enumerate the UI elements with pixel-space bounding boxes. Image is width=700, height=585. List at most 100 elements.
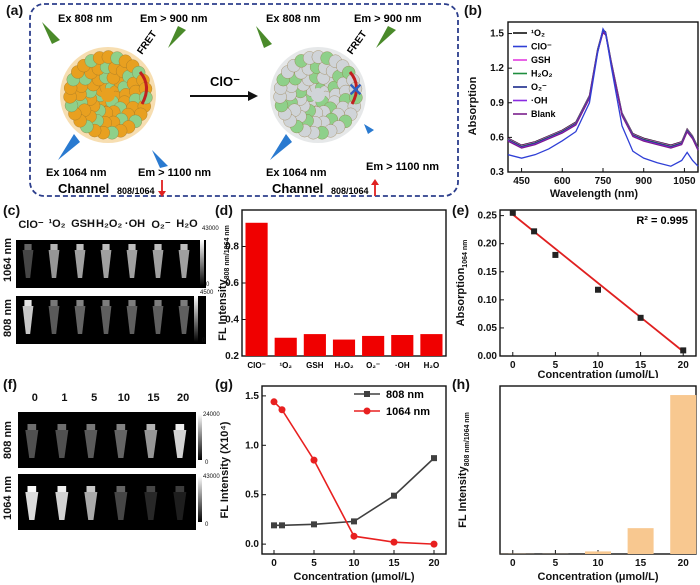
colorbar-1064-c-max: 43000	[202, 226, 219, 232]
legend-label: ClO⁻	[531, 42, 552, 52]
y-tick-label: 0.20	[478, 239, 498, 250]
y-tick-label: 0.10	[478, 295, 498, 306]
y-tick-label: 0.5	[245, 490, 259, 501]
data-point	[430, 540, 438, 548]
x-tick-label: 15	[635, 360, 647, 371]
imaging-col-label: ·OH	[124, 218, 146, 230]
x-tick-label: 5	[311, 558, 317, 569]
tube-image	[21, 486, 43, 524]
data-point	[552, 251, 559, 258]
bar	[245, 222, 268, 356]
tube-image	[123, 300, 141, 338]
y-tick-label: 0.25	[478, 211, 498, 222]
imaging-f: 0 1 5 10 15 20 808 nm 1064 nm 24000 0 43000 0	[0, 392, 220, 532]
y-tick-label: 0.3	[490, 167, 504, 178]
imaging-col-label: 1	[61, 392, 68, 404]
legend-label: Blank	[531, 109, 557, 119]
tube-image	[97, 300, 115, 338]
fret-arrow-right-icon	[348, 71, 358, 105]
x-tick-label: ClO⁻	[247, 361, 265, 370]
channel-sub-right: 808/1064	[331, 186, 369, 196]
data-point	[279, 522, 285, 529]
tube-image	[21, 424, 43, 462]
imaging-col-label: 10	[117, 392, 130, 404]
tube-image	[169, 486, 191, 524]
nanoparticle-left-icon	[60, 47, 156, 143]
imaging-c: ClO⁻ ¹O₂ GSH H₂O₂ ·OH O₂⁻ H₂O 1064 nm 808 nm 4…	[0, 218, 219, 348]
chart-e: 0 5 10 15 20 0.00 0.05 0.10 0.15 0.20 0.25 R² = 0.9…	[455, 209, 697, 378]
chart-g-ylabel: FL Intensity (X10⁴)	[219, 421, 231, 518]
chart-b-xlabel: Wavelength (nm)	[550, 188, 639, 200]
colorbar-808-f	[198, 414, 202, 460]
data-point	[531, 228, 538, 235]
data-point	[680, 347, 687, 354]
data-point	[390, 538, 398, 546]
chart-b-ylabel: Absorption	[467, 76, 479, 135]
panel-label-a: (a)	[6, 2, 24, 18]
legend-label: ·OH	[531, 96, 548, 106]
x-tick-label: ¹O₂	[279, 361, 292, 370]
y-tick-label: 1.0	[245, 440, 259, 451]
x-tick-label: 20	[678, 558, 690, 569]
particle-dot	[101, 88, 115, 102]
tube-image	[149, 244, 167, 282]
tube-image	[71, 300, 89, 338]
fret-left: FRET	[135, 29, 159, 57]
panel-label-b: (b)	[464, 2, 482, 18]
chart-h-ylabel: FL Intensity808 nm/1064 nm	[457, 412, 471, 528]
y-tick-label: 0.2	[225, 351, 239, 362]
tube-image	[45, 300, 63, 338]
beam-808-left-icon	[42, 22, 60, 44]
tube-image	[71, 244, 89, 282]
tube-image	[19, 244, 37, 282]
chart-g-xlabel: Concentration (μmol/L)	[294, 571, 415, 583]
tube-image	[80, 424, 102, 462]
tube-image	[51, 486, 73, 524]
bar	[585, 551, 611, 554]
x-tick-label: 10	[592, 360, 604, 371]
imaging-f-row-808: 808 nm	[2, 421, 14, 459]
em1100-right: Em > 1100 nm	[366, 161, 439, 173]
bar	[303, 334, 326, 356]
data-point	[278, 406, 286, 414]
axes-frame	[499, 385, 697, 555]
tube-image	[97, 244, 115, 282]
bar	[627, 528, 654, 554]
x-tick-label: 5	[553, 558, 559, 569]
fret-right: FRET	[345, 29, 369, 57]
em1100-left: Em > 1100 nm	[138, 167, 211, 179]
channel-right: Channel	[272, 181, 323, 196]
channel-left: Channel	[58, 181, 109, 196]
legend-label: 808 nm	[386, 389, 424, 401]
ex808-left: Ex 808 nm	[58, 13, 113, 25]
y-tick-label: 0.0	[245, 539, 259, 550]
x-tick-label: 15	[388, 558, 400, 569]
chart-e-xlabel: Concentration (μmol/L)	[538, 369, 659, 378]
x-tick-label: H₂O	[424, 361, 440, 370]
colorbar-1064-f-max: 43000	[203, 474, 220, 480]
x-tick-label: 20	[428, 558, 440, 569]
data-point	[271, 522, 277, 529]
chart-h-xlabel: Concentration (μmol/L)	[538, 571, 659, 583]
legend-label: 1064 nm	[386, 406, 430, 418]
data-point	[311, 521, 317, 528]
em900-right: Em > 900 nm	[354, 13, 422, 25]
beam-808-right-icon	[256, 26, 272, 48]
tube-image	[80, 486, 102, 524]
x-tick-label: O₂⁻	[366, 361, 380, 370]
colorbar-808-c	[194, 296, 198, 342]
y-tick-label: 1.5	[245, 391, 259, 402]
bar	[362, 335, 385, 356]
fit-line	[512, 213, 684, 353]
y-tick-label: 1.5	[490, 29, 504, 40]
y-tick-label: 0.00	[478, 351, 498, 362]
legend-marker	[363, 407, 371, 415]
panel-label-c: (c)	[3, 202, 21, 218]
legend-label: GSH	[531, 55, 551, 65]
imaging-col-label: ClO⁻	[18, 219, 44, 231]
colorbar-1064-f	[198, 476, 202, 522]
nanoparticle-right-icon: ✕	[270, 47, 366, 143]
imaging-col-label: GSH	[71, 218, 95, 230]
bar	[420, 334, 443, 356]
imaging-col-label: 15	[147, 392, 160, 404]
